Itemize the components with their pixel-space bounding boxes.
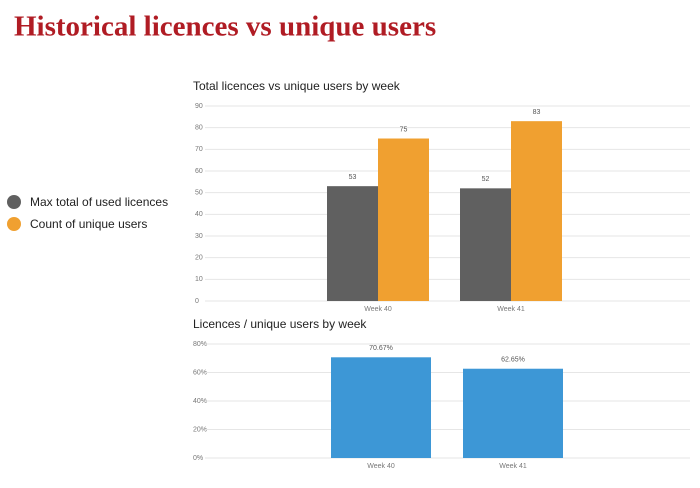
data-label: 70.67% — [369, 345, 393, 352]
y-tick-label: 50 — [195, 190, 203, 197]
legend-swatch — [7, 195, 21, 209]
y-tick-label: 30 — [195, 233, 203, 240]
x-tick-label: Week 40 — [367, 463, 395, 470]
y-tick-label: 40 — [195, 211, 203, 218]
y-tick-label: 70 — [195, 146, 203, 153]
data-label: 62.65% — [501, 357, 525, 364]
y-tick-label: 20 — [195, 255, 203, 262]
page-title: Historical licences vs unique users — [14, 11, 436, 43]
legend-swatch — [7, 217, 21, 231]
bar — [327, 186, 378, 301]
bar — [378, 138, 429, 301]
chart-title: Licences / unique users by week — [193, 317, 367, 331]
bar — [460, 188, 511, 301]
bar — [511, 121, 562, 302]
data-label: 75 — [400, 126, 408, 133]
legend-label: Max total of used licences — [30, 195, 168, 209]
bar — [463, 368, 563, 458]
data-label: 83 — [533, 109, 541, 116]
x-tick-label: Week 40 — [364, 306, 392, 313]
y-tick-label: 80 — [195, 125, 203, 132]
y-tick-label: 40% — [193, 398, 207, 405]
y-tick-label: 60% — [193, 369, 207, 376]
data-label: 52 — [482, 176, 490, 183]
y-tick-label: 10 — [195, 276, 203, 283]
y-tick-label: 60 — [195, 168, 203, 175]
chart-title: Total licences vs unique users by week — [193, 79, 401, 93]
data-label: 53 — [349, 174, 357, 181]
y-tick-label: 0 — [195, 298, 199, 305]
y-tick-label: 80% — [193, 341, 207, 348]
x-tick-label: Week 41 — [497, 306, 525, 313]
y-tick-label: 90 — [195, 103, 203, 110]
x-tick-label: Week 41 — [499, 463, 527, 470]
legend-label: Count of unique users — [30, 217, 147, 231]
y-tick-label: 20% — [193, 426, 207, 433]
y-tick-label: 0% — [193, 455, 203, 462]
bar — [331, 357, 431, 458]
